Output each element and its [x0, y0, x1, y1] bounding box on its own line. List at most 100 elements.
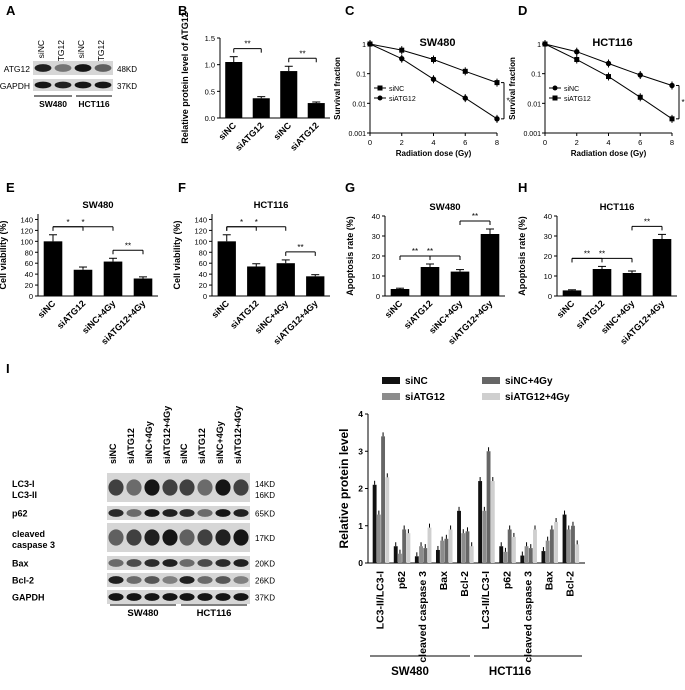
kd-label: 14KD — [255, 480, 275, 489]
bar — [306, 276, 325, 296]
blot-band — [54, 64, 72, 72]
blot-row-label: ATG12 — [4, 64, 31, 74]
blot-band — [162, 509, 178, 517]
legend-swatch — [382, 377, 400, 384]
lane-label: siATG12 — [126, 428, 136, 464]
blot-band — [233, 509, 249, 517]
x-tick-label: siATG12 — [233, 120, 265, 152]
group-label: SW480 — [127, 608, 158, 619]
significance-label: * — [255, 218, 258, 227]
kd-label: 48KD — [117, 65, 137, 74]
x-tick-label: LC3-II/LC3-I — [480, 571, 492, 629]
panel-A-blot: siNC siATG12 siNC siATG12 ATG12 GAPDH 48KD 37KD… — [0, 40, 137, 109]
blot-row-label: LC3-II — [12, 490, 37, 500]
data-point — [399, 55, 405, 62]
blot-band — [108, 576, 124, 584]
y-tick-label: 0.001 — [523, 131, 541, 138]
blot-band — [215, 509, 231, 517]
x-tick-label: siATG12 — [288, 120, 320, 152]
y-tick-label: 0 — [548, 292, 552, 301]
blot-band — [197, 576, 213, 584]
blot-band — [197, 479, 213, 496]
data-point — [430, 76, 437, 82]
blot-band — [126, 479, 142, 496]
y-tick-label: 4 — [358, 409, 363, 419]
blot-strip — [33, 61, 113, 75]
y-axis-label: Cell viability (%) — [172, 220, 182, 289]
significance-label: ** — [472, 212, 478, 221]
bar — [511, 536, 516, 563]
blot-strip — [178, 573, 250, 587]
blot-strip — [107, 473, 179, 502]
bar — [520, 555, 525, 563]
x-tick-label: Bcl-2 — [565, 571, 577, 597]
blot-band — [233, 593, 249, 601]
blot-background — [33, 61, 113, 75]
y-tick-label: 40 — [372, 212, 380, 221]
blot-band — [74, 81, 92, 89]
blot-band — [215, 529, 231, 546]
x-tick-label: 4 — [606, 138, 610, 147]
data-point — [399, 47, 405, 53]
y-tick-label: 0.1 — [531, 72, 541, 79]
bar — [247, 266, 266, 296]
significance-label: ** — [244, 40, 250, 49]
data-point — [637, 72, 643, 78]
bar — [622, 273, 642, 296]
bar — [376, 514, 381, 563]
significance-label: ** — [427, 247, 433, 256]
y-tick-label: 3 — [358, 446, 363, 456]
blot-band — [197, 593, 213, 601]
y-tick-label: 10 — [544, 272, 552, 281]
x-axis-label: Radiation dose (Gy) — [396, 149, 472, 158]
data-point — [462, 68, 468, 74]
y-tick-label: 30 — [544, 232, 552, 241]
bar — [469, 546, 474, 563]
blot-strip — [178, 506, 250, 520]
bar — [406, 533, 411, 563]
x-tick-label: 2 — [400, 138, 404, 147]
lane-label: siNC — [108, 443, 118, 464]
y-tick-label: 0.01 — [352, 101, 366, 108]
y-tick-label: 10 — [372, 272, 380, 281]
blot-band — [34, 64, 52, 72]
data-point — [574, 49, 580, 55]
blot-row-label: p62 — [12, 509, 28, 519]
x-tick-label: Bcl-2 — [459, 571, 471, 597]
blot-band — [215, 559, 231, 567]
group-label: HCT116 — [197, 608, 232, 619]
data-point — [431, 57, 436, 63]
x-tick-label: siNC — [383, 298, 405, 320]
legend-label: siATG12+4Gy — [505, 392, 570, 403]
chart-H: 010203040siNCsiATG12siNC+4GysiATG12+4GyH… — [517, 202, 677, 347]
lane-label: siNC+4Gy — [215, 421, 225, 464]
data-point — [542, 41, 548, 47]
series-line — [544, 43, 673, 120]
blot-band — [179, 593, 195, 601]
bar — [398, 553, 402, 563]
bar — [440, 540, 445, 563]
y-tick-label: 0 — [29, 292, 33, 301]
kd-label: 17KD — [255, 534, 275, 543]
blot-strip — [178, 556, 250, 570]
significance-label: ** — [297, 243, 303, 252]
bar — [435, 549, 440, 563]
blot-band — [197, 529, 213, 546]
x-tick-label: siNC — [36, 298, 58, 320]
bar — [43, 241, 63, 296]
bar — [217, 241, 236, 296]
x-tick-label: 0 — [543, 138, 547, 147]
data-point — [637, 94, 643, 100]
chart-D: 0.001 0.01 0.1 1 0 2 4 6 8 Radiation dose (Gy) Sur… — [508, 37, 685, 158]
data-point — [462, 95, 468, 101]
blot-band — [108, 529, 124, 546]
blot-background — [107, 556, 179, 570]
blot-strip — [107, 506, 179, 520]
blot-band — [179, 509, 195, 517]
data-point — [606, 74, 611, 80]
lane-label: siATG12+4Gy — [233, 406, 243, 464]
bar — [450, 271, 470, 296]
y-tick-label: 2 — [358, 484, 363, 494]
bar — [423, 548, 428, 563]
